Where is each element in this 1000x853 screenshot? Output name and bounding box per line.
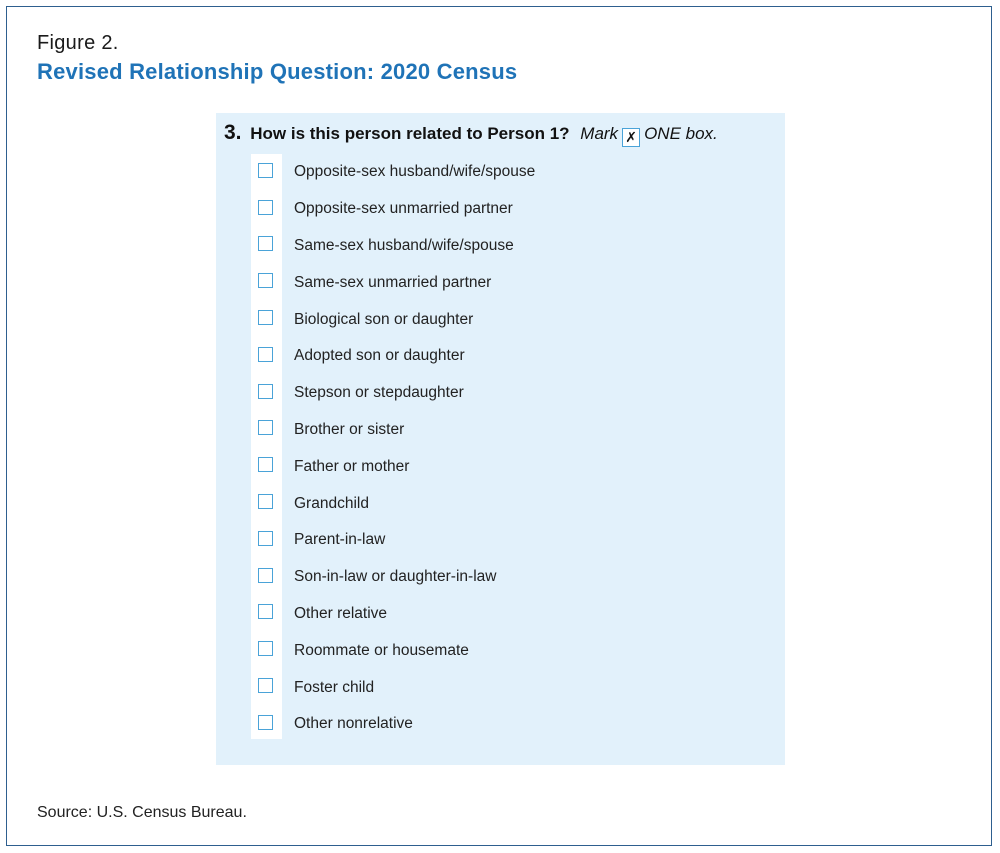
relationship-option[interactable]: Same-sex unmarried partner [256,264,535,301]
relationship-option[interactable]: Same-sex husband/wife/spouse [256,228,535,265]
option-checkbox[interactable] [258,678,273,694]
mark-label: Mark [580,124,619,143]
option-checkbox[interactable] [258,567,273,583]
source-note: Source: U.S. Census Bureau. [37,804,247,821]
option-checkbox[interactable] [258,604,273,620]
relationship-options: Opposite-sex husband/wife/spouse Opposite… [256,154,535,743]
mark-example-icon: ✗ [622,128,641,147]
relationship-option[interactable]: Adopted son or daughter [256,338,535,375]
question-instruction: ONE box. [644,124,718,143]
option-label: Same-sex husband/wife/spouse [294,236,514,254]
question-text: How is this person related to Person 1? [250,124,570,143]
option-checkbox[interactable] [258,162,273,178]
relationship-option[interactable]: Stepson or stepdaughter [256,375,535,412]
figure-frame [6,6,992,846]
figure-label: Figure 2. [37,32,119,54]
option-checkbox[interactable] [258,310,273,326]
relationship-option[interactable]: Brother or sister [256,412,535,449]
option-checkbox[interactable] [258,714,273,730]
relationship-option[interactable]: Opposite-sex unmarried partner [256,191,535,228]
relationship-option[interactable]: Foster child [256,669,535,706]
option-checkbox[interactable] [258,641,273,657]
option-label: Biological son or daughter [294,310,474,328]
relationship-option[interactable]: Opposite-sex husband/wife/spouse [256,154,535,191]
option-checkbox[interactable] [258,236,273,252]
option-checkbox[interactable] [258,530,273,546]
option-label: Opposite-sex unmarried partner [294,200,513,218]
option-label: Adopted son or daughter [294,347,465,365]
option-checkbox[interactable] [258,457,273,473]
census-form-panel: 3. How is this person related to Person … [216,113,785,765]
option-label: Father or mother [294,457,410,475]
figure-title: Revised Relationship Question: 2020 Cens… [37,59,518,84]
relationship-option[interactable]: Parent-in-law [256,522,535,559]
relationship-option[interactable]: Son-in-law or daughter-in-law [256,559,535,596]
option-label: Stepson or stepdaughter [294,384,464,402]
option-label: Opposite-sex husband/wife/spouse [294,163,536,181]
relationship-option[interactable]: Roommate or housemate [256,632,535,669]
relationship-option[interactable]: Grandchild [256,485,535,522]
relationship-option[interactable]: Biological son or daughter [256,301,535,338]
relationship-option[interactable]: Other nonrelative [256,706,535,743]
option-checkbox[interactable] [258,273,273,289]
option-checkbox[interactable] [258,494,273,510]
option-checkbox[interactable] [258,420,273,436]
option-label: Roommate or housemate [294,641,469,659]
option-checkbox[interactable] [258,383,273,399]
option-label: Brother or sister [294,420,405,438]
option-label: Other nonrelative [294,715,413,733]
option-label: Grandchild [294,494,369,512]
option-checkbox[interactable] [258,199,273,215]
relationship-option[interactable]: Father or mother [256,448,535,485]
question-number: 3. [224,121,242,144]
option-label: Parent-in-law [294,531,386,549]
option-checkbox[interactable] [258,346,273,362]
question-header: 3. How is this person related to Person … [224,121,718,147]
option-label: Foster child [294,678,375,696]
option-label: Son-in-law or daughter-in-law [294,568,497,586]
option-label: Same-sex unmarried partner [294,273,492,291]
option-label: Other relative [294,604,388,622]
relationship-option[interactable]: Other relative [256,596,535,633]
